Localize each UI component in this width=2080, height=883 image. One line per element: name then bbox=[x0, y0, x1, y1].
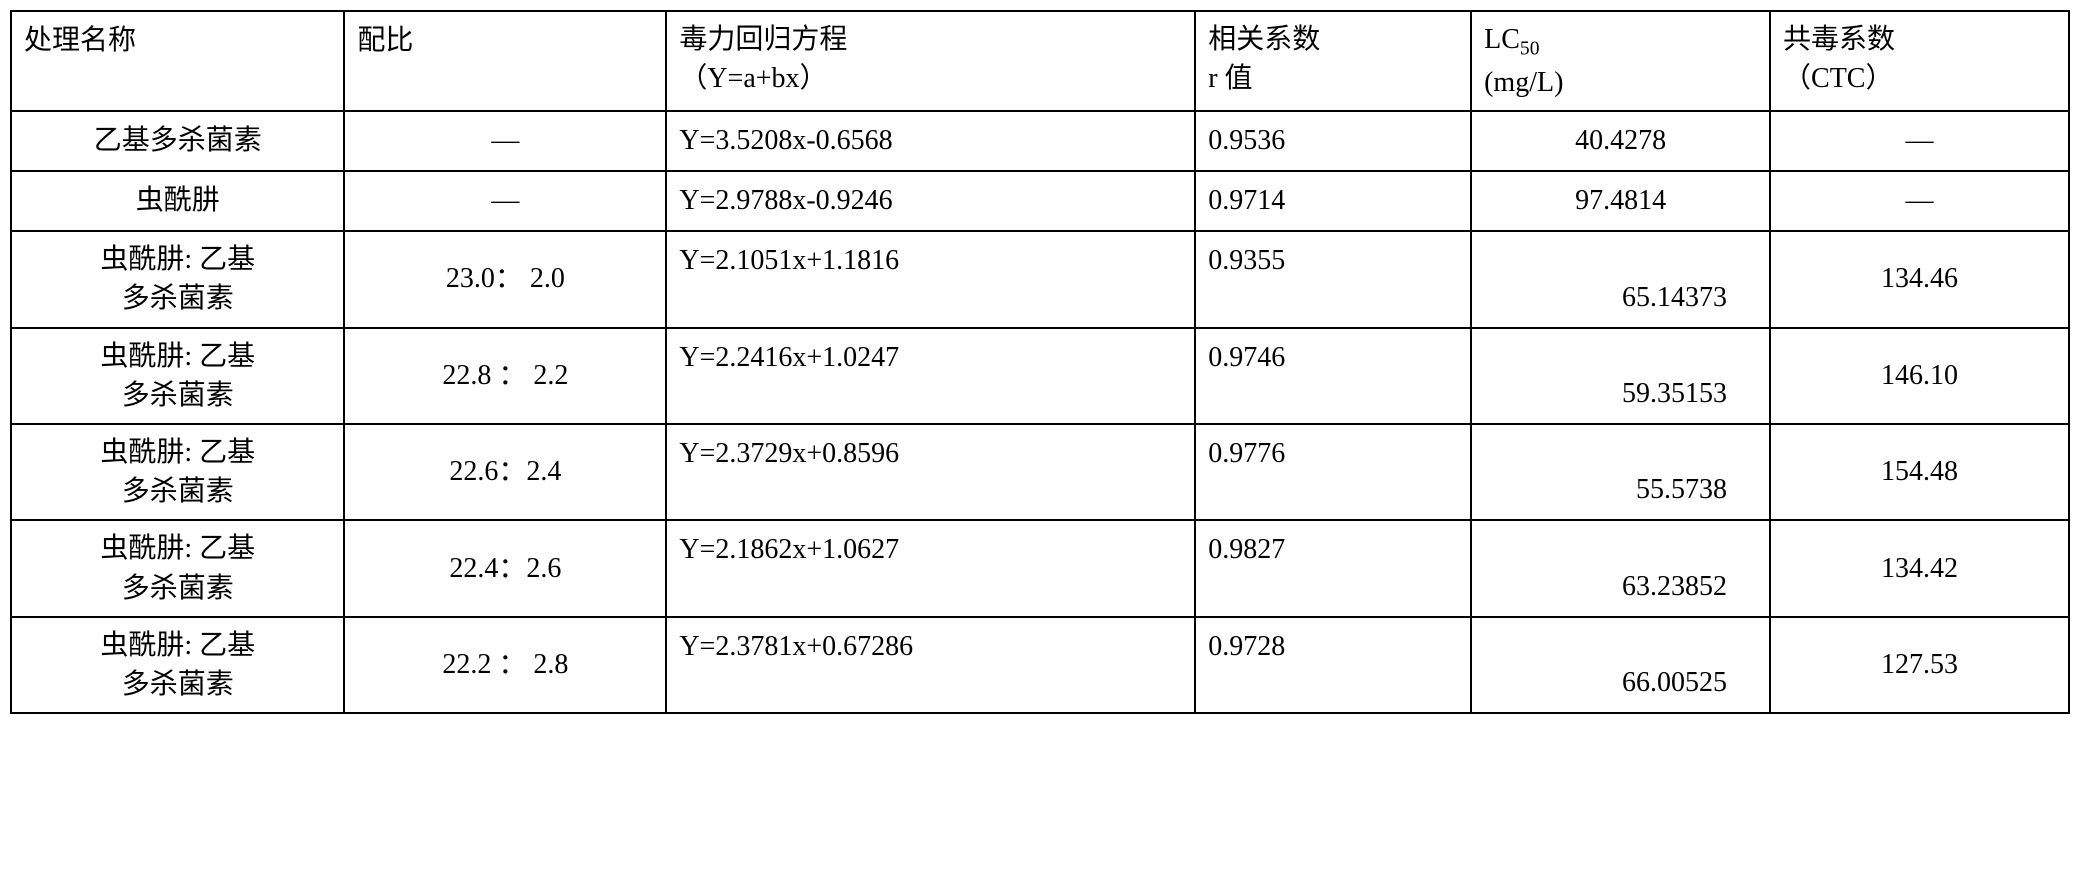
header-lc50-unit: (mg/L) bbox=[1484, 63, 1757, 102]
lc50-value: 59.35153 bbox=[1484, 373, 1757, 415]
treatment-line2: 多杀菌素 bbox=[24, 472, 331, 511]
treatment-line1: 虫酰肼: 乙基 bbox=[100, 630, 255, 661]
cell-treatment: 虫酰肼: 乙基多杀菌素 bbox=[11, 617, 344, 713]
treatment-line2: 多杀菌素 bbox=[24, 279, 331, 318]
cell-treatment: 虫酰肼: 乙基多杀菌素 bbox=[11, 328, 344, 424]
treatment-line1: 虫酰肼: 乙基 bbox=[100, 244, 255, 275]
cell-ratio: 22.2 ： 2.8 bbox=[344, 617, 666, 713]
cell-lc50: 40.4278 bbox=[1471, 111, 1770, 171]
header-ctc-sub: （CTC） bbox=[1783, 59, 2056, 98]
cell-equation: Y=2.2416x+1.0247 bbox=[666, 328, 1195, 424]
header-correlation-sub: r 值 bbox=[1208, 59, 1458, 98]
cell-equation: Y=2.9788x-0.9246 bbox=[666, 171, 1195, 231]
treatment-line2: 多杀菌素 bbox=[24, 376, 331, 415]
table-header-row: 处理名称 配比 毒力回归方程 （Y=a+bx） 相关系数 r 值 LC50 (m… bbox=[11, 11, 2069, 111]
lc50-value: 63.23852 bbox=[1484, 566, 1757, 608]
header-correlation-main: 相关系数 bbox=[1208, 24, 1320, 55]
cell-lc50: 65.14373 bbox=[1471, 231, 1770, 327]
header-equation: 毒力回归方程 （Y=a+bx） bbox=[666, 11, 1195, 111]
header-ratio-label: 配比 bbox=[357, 25, 413, 56]
toxicity-data-table: 处理名称 配比 毒力回归方程 （Y=a+bx） 相关系数 r 值 LC50 (m… bbox=[10, 10, 2070, 714]
cell-equation: Y=2.1051x+1.1816 bbox=[666, 231, 1195, 327]
treatment-line1: 虫酰肼: 乙基 bbox=[100, 437, 255, 468]
header-lc50: LC50 (mg/L) bbox=[1471, 11, 1770, 111]
cell-ratio: 23.0： 2.0 bbox=[344, 231, 666, 327]
cell-treatment: 虫酰肼: 乙基多杀菌素 bbox=[11, 424, 344, 520]
cell-ratio: 22.6：2.4 bbox=[344, 424, 666, 520]
cell-ratio: 22.8 ： 2.2 bbox=[344, 328, 666, 424]
table-row: 乙基多杀菌素—Y=3.5208x-0.65680.953640.4278— bbox=[11, 111, 2069, 171]
table-row: 虫酰肼: 乙基多杀菌素22.2 ： 2.8Y=2.3781x+0.672860.… bbox=[11, 617, 2069, 713]
cell-ctc: — bbox=[1770, 171, 2069, 231]
cell-ctc: 134.46 bbox=[1770, 231, 2069, 327]
cell-correlation: 0.9827 bbox=[1195, 520, 1471, 616]
cell-ratio: 22.4：2.6 bbox=[344, 520, 666, 616]
lc50-value: 55.5738 bbox=[1484, 469, 1757, 511]
cell-correlation: 0.9355 bbox=[1195, 231, 1471, 327]
cell-ctc: 127.53 bbox=[1770, 617, 2069, 713]
cell-ctc: 154.48 bbox=[1770, 424, 2069, 520]
header-equation-main: 毒力回归方程 bbox=[679, 24, 847, 55]
cell-correlation: 0.9536 bbox=[1195, 111, 1471, 171]
cell-treatment: 虫酰肼 bbox=[11, 171, 344, 231]
cell-ratio: — bbox=[344, 111, 666, 171]
cell-ctc: 146.10 bbox=[1770, 328, 2069, 424]
header-ratio: 配比 bbox=[344, 11, 666, 111]
cell-correlation: 0.9746 bbox=[1195, 328, 1471, 424]
cell-ctc: 134.42 bbox=[1770, 520, 2069, 616]
cell-correlation: 0.9728 bbox=[1195, 617, 1471, 713]
cell-treatment: 虫酰肼: 乙基多杀菌素 bbox=[11, 520, 344, 616]
lc50-value: 65.14373 bbox=[1484, 277, 1757, 319]
header-treatment-label: 处理名称 bbox=[24, 25, 136, 56]
cell-ctc: — bbox=[1770, 111, 2069, 171]
cell-equation: Y=2.3781x+0.67286 bbox=[666, 617, 1195, 713]
header-treatment: 处理名称 bbox=[11, 11, 344, 111]
header-ctc-main: 共毒系数 bbox=[1783, 24, 1895, 55]
cell-lc50: 63.23852 bbox=[1471, 520, 1770, 616]
lc50-value: 66.00525 bbox=[1484, 662, 1757, 704]
header-ctc: 共毒系数 （CTC） bbox=[1770, 11, 2069, 111]
cell-equation: Y=2.1862x+1.0627 bbox=[666, 520, 1195, 616]
treatment-line2: 多杀菌素 bbox=[24, 569, 331, 608]
table-row: 虫酰肼: 乙基多杀菌素22.8 ： 2.2Y=2.2416x+1.02470.9… bbox=[11, 328, 2069, 424]
treatment-line1: 虫酰肼: 乙基 bbox=[100, 533, 255, 564]
cell-correlation: 0.9714 bbox=[1195, 171, 1471, 231]
cell-treatment: 虫酰肼: 乙基多杀菌素 bbox=[11, 231, 344, 327]
header-equation-sub: （Y=a+bx） bbox=[679, 59, 1182, 98]
table-row: 虫酰肼: 乙基多杀菌素22.4：2.6Y=2.1862x+1.06270.982… bbox=[11, 520, 2069, 616]
table-row: 虫酰肼: 乙基多杀菌素23.0： 2.0Y=2.1051x+1.18160.93… bbox=[11, 231, 2069, 327]
header-correlation: 相关系数 r 值 bbox=[1195, 11, 1471, 111]
table-row: 虫酰肼—Y=2.9788x-0.92460.971497.4814— bbox=[11, 171, 2069, 231]
cell-lc50: 97.4814 bbox=[1471, 171, 1770, 231]
cell-ratio: — bbox=[344, 171, 666, 231]
table-row: 虫酰肼: 乙基多杀菌素22.6：2.4Y=2.3729x+0.85960.977… bbox=[11, 424, 2069, 520]
cell-equation: Y=3.5208x-0.6568 bbox=[666, 111, 1195, 171]
header-lc50-sub: 50 bbox=[1520, 39, 1540, 60]
cell-correlation: 0.9776 bbox=[1195, 424, 1471, 520]
treatment-line2: 多杀菌素 bbox=[24, 665, 331, 704]
treatment-line1: 虫酰肼: 乙基 bbox=[100, 341, 255, 372]
cell-lc50: 59.35153 bbox=[1471, 328, 1770, 424]
cell-equation: Y=2.3729x+0.8596 bbox=[666, 424, 1195, 520]
cell-lc50: 66.00525 bbox=[1471, 617, 1770, 713]
cell-treatment: 乙基多杀菌素 bbox=[11, 111, 344, 171]
header-lc50-main: LC bbox=[1484, 24, 1520, 55]
cell-lc50: 55.5738 bbox=[1471, 424, 1770, 520]
